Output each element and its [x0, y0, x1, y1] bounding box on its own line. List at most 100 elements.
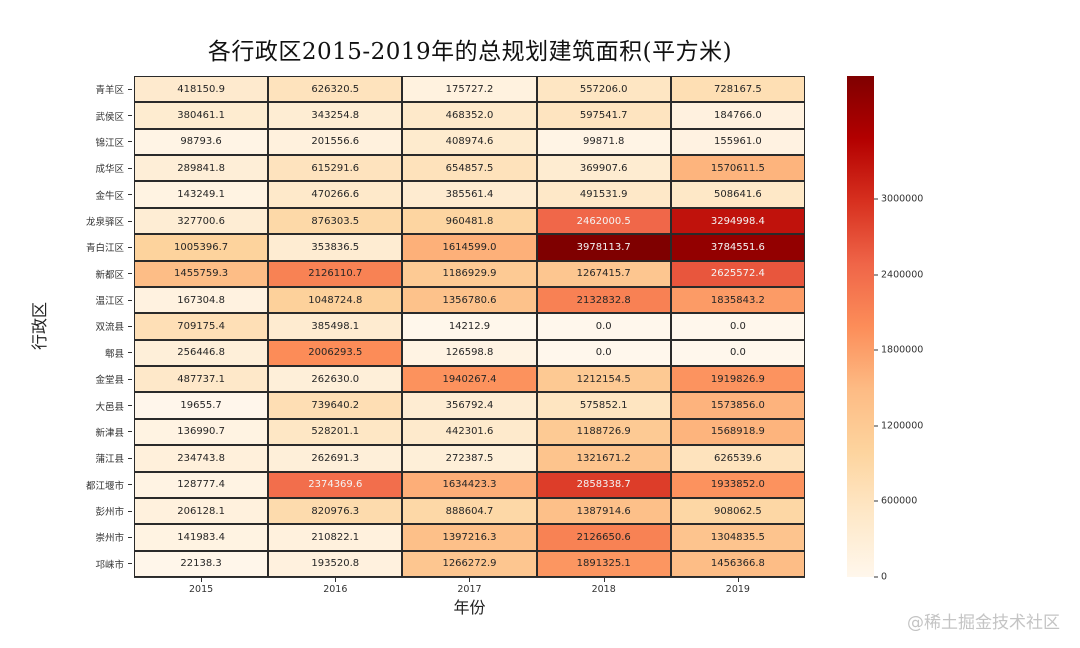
- heatmap-cell: 470266.6: [268, 181, 403, 208]
- heatmap-cell: 99871.8: [536, 128, 671, 156]
- y-tick-label: 大邑县: [60, 392, 132, 418]
- heatmap-cell: 2858338.7: [536, 471, 671, 498]
- heatmap-cell: 1573856.0: [670, 392, 805, 419]
- heatmap-cell: 126598.8: [402, 339, 537, 367]
- y-tick-label: 金堂县: [60, 366, 132, 392]
- colorbar-tick-label: 1200000: [874, 420, 923, 431]
- heatmap-cell: 136990.7: [134, 418, 269, 446]
- heatmap-grid: 418150.9 626320.5 175727.2 557206.0 728167.5…: [134, 76, 805, 578]
- y-tick-label: 金牛区: [60, 181, 132, 207]
- heatmap-cell: 1267415.7: [536, 260, 671, 287]
- y-tick-label: 青羊区: [60, 76, 132, 102]
- heatmap-cell: 0.0: [536, 339, 671, 367]
- heatmap-cell: 1614599.0: [402, 234, 537, 261]
- y-axis-title: 行政区: [30, 301, 49, 351]
- heatmap-cell: 184766.0: [670, 102, 805, 129]
- y-tick-label: 新津县: [60, 419, 132, 445]
- heatmap-cell: 960481.8: [402, 207, 537, 235]
- heatmap-cell: 201556.6: [268, 128, 403, 156]
- x-tick-label: 2017: [402, 578, 536, 595]
- heatmap-cell: 289841.8: [134, 155, 269, 182]
- heatmap-cell: 262630.0: [268, 366, 403, 393]
- heatmap-cell: 597541.7: [536, 102, 671, 129]
- heatmap-cell: 1940267.4: [402, 366, 537, 393]
- heatmap-cell: 2006293.5: [268, 339, 403, 367]
- heatmap-cell: 1321671.2: [536, 445, 671, 472]
- heatmap-cell: 0.0: [670, 313, 805, 340]
- y-tick-label: 双流县: [60, 313, 132, 339]
- heatmap-cell: 491531.9: [536, 181, 671, 208]
- y-tick-label: 邛崃市: [60, 551, 132, 577]
- heatmap-cell: 143249.1: [134, 181, 269, 208]
- heatmap-cell: 3784551.6: [670, 234, 805, 261]
- heatmap-cell: 343254.8: [268, 102, 403, 129]
- heatmap-cell: 128777.4: [134, 471, 269, 498]
- heatmap-cell: 468352.0: [402, 102, 537, 129]
- y-tick-label: 彭州市: [60, 498, 132, 524]
- heatmap-cell: 155961.0: [670, 128, 805, 156]
- heatmap-cell: 0.0: [670, 339, 805, 367]
- x-tick-label: 2019: [671, 578, 805, 595]
- heatmap-cell: 1186929.9: [402, 260, 537, 287]
- heatmap-cell: 356792.4: [402, 392, 537, 419]
- heatmap-cell: 353836.5: [268, 234, 403, 261]
- heatmap-cell: 256446.8: [134, 339, 269, 367]
- heatmap-cell: 508641.6: [670, 181, 805, 208]
- heatmap-cell: 1387914.6: [536, 497, 671, 525]
- heatmap-cell: 0.0: [536, 313, 671, 340]
- y-tick-label: 郫县: [60, 340, 132, 366]
- y-tick-label: 龙泉驿区: [60, 208, 132, 234]
- y-tick-label: 武侯区: [60, 102, 132, 128]
- heatmap-cell: 1891325.1: [536, 550, 671, 577]
- heatmap-cell: 820976.3: [268, 497, 403, 525]
- heatmap-cell: 385498.1: [268, 313, 403, 340]
- heatmap-cell: 2374369.6: [268, 471, 403, 498]
- heatmap-cell: 193520.8: [268, 550, 403, 577]
- colorbar-tick-label: 2400000: [874, 269, 923, 280]
- chart-title: 各行政区2015-2019年的总规划建筑面积(平方米): [207, 39, 733, 65]
- heatmap-cell: 19655.7: [134, 392, 269, 419]
- y-tick-label: 新都区: [60, 261, 132, 287]
- heatmap-cell: 728167.5: [670, 76, 805, 103]
- heatmap-cell: 1919826.9: [670, 366, 805, 393]
- heatmap-cell: 14212.9: [402, 313, 537, 340]
- watermark: @稀土掘金技术社区: [907, 613, 1060, 633]
- heatmap-cell: 1266272.9: [402, 550, 537, 577]
- heatmap-cell: 1455759.3: [134, 260, 269, 287]
- heatmap-cell: 442301.6: [402, 418, 537, 446]
- heatmap-cell: 487737.1: [134, 366, 269, 393]
- heatmap-cell: 2625572.4: [670, 260, 805, 287]
- colorbar-tick-label: 600000: [874, 496, 917, 507]
- heatmap-cell: 1005396.7: [134, 234, 269, 261]
- heatmap-cell: 2126110.7: [268, 260, 403, 287]
- heatmap-cell: 709175.4: [134, 313, 269, 340]
- heatmap-cell: 327700.6: [134, 207, 269, 235]
- heatmap-cell: 1568918.9: [670, 418, 805, 446]
- heatmap-cell: 262691.3: [268, 445, 403, 472]
- y-tick-label: 成华区: [60, 155, 132, 181]
- heatmap-cell: 557206.0: [536, 76, 671, 103]
- heatmap-cell: 876303.5: [268, 207, 403, 235]
- colorbar-tick-label: 1800000: [874, 345, 923, 356]
- heatmap-cell: 1188726.9: [536, 418, 671, 446]
- heatmap-cell: 1570611.5: [670, 155, 805, 182]
- x-tick-label: 2018: [537, 578, 671, 595]
- heatmap-cell: 615291.6: [268, 155, 403, 182]
- heatmap-cell: 626539.6: [670, 445, 805, 472]
- heatmap-cell: 1397216.3: [402, 524, 537, 551]
- heatmap-cell: 1304835.5: [670, 524, 805, 551]
- heatmap-cell: 1048724.8: [268, 286, 403, 314]
- y-tick-label: 都江堰市: [60, 472, 132, 498]
- x-axis-tick-labels: 2015 2016 2017 2018 2019: [134, 578, 805, 595]
- heatmap-cell: 385561.4: [402, 181, 537, 208]
- heatmap-cell: 2132832.8: [536, 286, 671, 314]
- heatmap-cell: 2462000.5: [536, 207, 671, 235]
- colorbar-tick-label: 0: [874, 572, 887, 583]
- heatmap-cell: 1933852.0: [670, 471, 805, 498]
- y-tick-label: 青白江区: [60, 234, 132, 260]
- heatmap-cell: 739640.2: [268, 392, 403, 419]
- heatmap-cell: 272387.5: [402, 445, 537, 472]
- y-tick-label: 崇州市: [60, 524, 132, 550]
- colorbar-ticks: 0 600000 1200000 1800000 2400000 3000000: [874, 76, 954, 583]
- heatmap-cell: 528201.1: [268, 418, 403, 446]
